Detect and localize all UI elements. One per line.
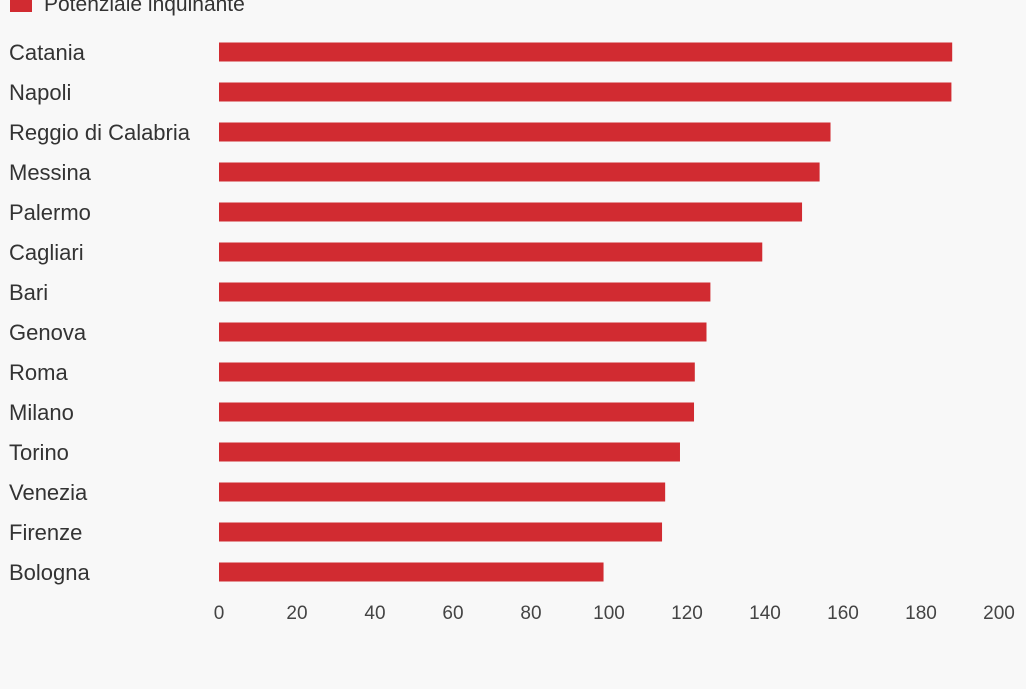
category-label: Genova: [9, 320, 87, 345]
category-label: Reggio di Calabria: [9, 120, 191, 145]
category-label: Roma: [9, 360, 68, 385]
category-labels: Catania Napoli Reggio di Calabria Messina Pa…: [9, 40, 191, 585]
x-tick-label: 140: [749, 603, 781, 624]
category-label: Palermo: [9, 200, 91, 225]
x-tick-label: 40: [364, 603, 385, 624]
legend: Potenziale inquinante: [10, 0, 245, 16]
bar-roma: [219, 362, 695, 382]
category-label: Napoli: [9, 80, 71, 105]
bar-bari: [219, 282, 711, 302]
x-tick-label: 200: [983, 603, 1015, 624]
bar-milano: [219, 402, 695, 422]
category-label: Firenze: [9, 520, 82, 545]
bar-napoli: [219, 82, 952, 102]
category-label: Torino: [9, 440, 69, 465]
bar-torino: [219, 442, 680, 462]
x-axis-ticks: 0 20 40 60 80 100 120 140 160 180 200: [214, 603, 1015, 624]
category-label: Venezia: [9, 480, 88, 505]
bar-palermo: [219, 202, 803, 222]
x-tick-label: 80: [520, 603, 541, 624]
category-label: Bari: [9, 280, 48, 305]
bars: [219, 42, 953, 582]
bar-bologna: [219, 562, 604, 582]
category-label: Messina: [9, 160, 92, 185]
bar-cagliari: [219, 242, 763, 262]
bar-messina: [219, 162, 820, 182]
bar-venezia: [219, 482, 666, 502]
x-tick-label: 180: [905, 603, 937, 624]
category-label: Bologna: [9, 560, 91, 585]
legend-swatch: [10, 0, 32, 12]
x-tick-label: 100: [593, 603, 625, 624]
x-tick-label: 20: [286, 603, 307, 624]
bar-reggio-di-calabria: [219, 122, 831, 142]
category-label: Milano: [9, 400, 74, 425]
category-label: Cagliari: [9, 240, 84, 265]
x-tick-label: 60: [442, 603, 463, 624]
bar-genova: [219, 322, 707, 342]
legend-label: Potenziale inquinante: [44, 0, 245, 16]
category-label: Catania: [9, 40, 86, 65]
x-tick-label: 0: [214, 603, 225, 624]
x-tick-label: 120: [671, 603, 703, 624]
x-tick-label: 160: [827, 603, 859, 624]
bar-firenze: [219, 522, 663, 542]
bar-catania: [219, 42, 953, 62]
